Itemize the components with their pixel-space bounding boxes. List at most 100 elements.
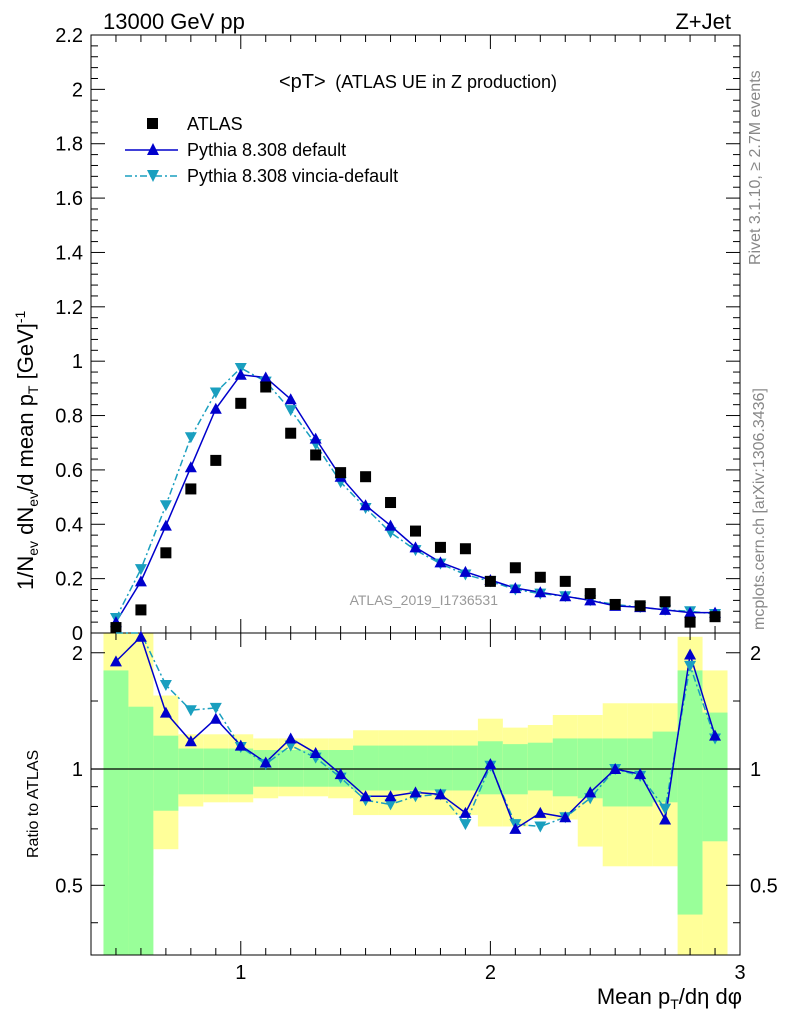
point-pythia-vincia xyxy=(234,362,247,374)
ratio-point-pythia-vincia xyxy=(209,702,222,714)
ratio-band-green-bin xyxy=(378,745,404,791)
x-tick-label: 1 xyxy=(235,962,246,984)
point-atlas xyxy=(185,483,197,495)
header-left: 13000 GeV pp xyxy=(103,9,245,34)
ratio-point-pythia-default xyxy=(109,655,122,667)
ratio-band-green-bin xyxy=(452,745,478,791)
ratio-band-green-bin xyxy=(103,670,129,955)
x-tick-label: 3 xyxy=(734,962,745,984)
ratio-band-green-bin xyxy=(527,742,553,791)
main-y-tick-label: 1 xyxy=(72,351,83,373)
ratio-point-pythia-default xyxy=(309,747,322,759)
point-pythia-default xyxy=(459,565,472,577)
point-pythia-default xyxy=(659,603,672,615)
plot-title-sub: (ATLAS UE in Z production) xyxy=(335,72,557,92)
ratio-point-pythia-vincia xyxy=(534,821,547,833)
point-atlas xyxy=(285,427,297,439)
ratio-point-pythia-vincia xyxy=(684,660,697,672)
point-pythia-vincia xyxy=(284,405,297,417)
point-pythia-vincia xyxy=(209,387,222,399)
point-atlas xyxy=(110,622,122,634)
ratio-point-pythia-default xyxy=(259,756,272,768)
point-atlas xyxy=(160,547,172,559)
ratio-point-pythia-default xyxy=(234,739,247,751)
ratio-band-green-bin xyxy=(278,750,304,787)
point-pythia-default xyxy=(409,541,422,553)
point-atlas xyxy=(210,454,222,466)
legend-label-pythia-default: Pythia 8.308 default xyxy=(187,140,346,160)
legend-label-pythia-vincia: Pythia 8.308 vincia-default xyxy=(187,166,398,186)
point-pythia-vincia xyxy=(159,500,172,512)
point-atlas xyxy=(310,449,322,461)
ratio-point-pythia-default xyxy=(584,786,597,798)
point-pythia-default xyxy=(134,575,147,587)
main-plot-panel: 0 0.2 0.4 0.6 0.8 1 1.2 1.4 1.6 1.8 2 2.2 <pT> (ATL… xyxy=(12,25,741,645)
ratio-point-pythia-default xyxy=(359,790,372,802)
ratio-band-green-bin xyxy=(178,748,204,795)
ratio-point-pythia-default xyxy=(459,806,472,818)
point-pythia-vincia xyxy=(134,564,147,576)
point-atlas xyxy=(484,575,496,587)
point-pythia-default xyxy=(559,590,572,602)
point-atlas xyxy=(709,611,721,623)
series-line-pythia-vincia xyxy=(115,367,716,619)
legend-item-pythia-vincia: Pythia 8.308 vincia-default xyxy=(125,166,398,186)
point-pythia-default xyxy=(584,594,597,606)
ratio-point-pythia-default xyxy=(434,788,447,800)
point-pythia-default xyxy=(359,499,372,511)
main-y-tick-label: 1.6 xyxy=(55,188,83,210)
main-y-tick-label: 1.4 xyxy=(55,242,83,264)
point-pythia-default xyxy=(534,586,547,598)
point-atlas xyxy=(584,588,596,600)
point-atlas xyxy=(385,497,397,509)
ratio-point-pythia-default xyxy=(134,630,147,642)
ratio-point-pythia-default xyxy=(534,806,547,818)
ratio-band-green-bin xyxy=(228,748,254,795)
ratio-point-pythia-default xyxy=(184,735,197,747)
point-atlas xyxy=(360,471,372,483)
point-pythia-default xyxy=(259,371,272,383)
point-pythia-default xyxy=(159,519,172,531)
point-atlas xyxy=(335,467,347,479)
x-axis-label: Mean pT/dη dφ xyxy=(597,984,742,1012)
point-atlas xyxy=(410,525,421,537)
ratio-point-pythia-default xyxy=(384,790,397,802)
main-y-tick-label: 1.8 xyxy=(55,134,83,156)
ratio-band-green-bin xyxy=(353,745,379,791)
ratio-y-tick-label-right: 2 xyxy=(750,643,761,665)
ratio-band-green-bin xyxy=(203,748,229,795)
ratio-point-pythia-default xyxy=(684,648,697,660)
plot-title: <pT> (ATLAS UE in Z production) xyxy=(279,71,557,93)
ratio-point-pythia-vincia xyxy=(384,799,397,811)
ratio-point-pythia-vincia xyxy=(659,803,672,815)
main-y-axis-label: 1/Nev dNev/d mean pT [GeV]-1 xyxy=(12,310,41,590)
legend-item-pythia-default: Pythia 8.308 default xyxy=(125,140,346,160)
point-atlas xyxy=(235,397,247,409)
point-pythia-default xyxy=(434,556,447,568)
x-tick-label: 2 xyxy=(485,962,496,984)
analysis-watermark: ATLAS_2019_I1736531 xyxy=(350,592,499,608)
point-atlas xyxy=(534,571,546,583)
ratio-point-pythia-default xyxy=(484,758,497,770)
legend-marker-atlas xyxy=(147,118,158,129)
ratio-y-tick-label: 2 xyxy=(72,643,83,665)
point-pythia-default xyxy=(684,606,697,618)
ratio-point-pythia-vincia xyxy=(184,705,197,717)
header-right: Z+Jet xyxy=(675,9,731,34)
point-pythia-default xyxy=(209,402,222,414)
ratio-band-green-bin xyxy=(552,738,578,797)
main-y-tick-label: 0.4 xyxy=(55,514,83,536)
ratio-band-green-bin xyxy=(427,745,453,791)
ratio-point-pythia-default xyxy=(284,732,297,744)
point-atlas xyxy=(609,598,621,610)
side-label-top: Rivet 3.1.10, ≥ 2.7M events xyxy=(747,70,764,265)
point-atlas xyxy=(434,541,446,553)
point-atlas xyxy=(459,543,471,555)
plot-title-main: <pT> xyxy=(279,71,326,93)
ratio-y-axis-label: Ratio to ATLAS xyxy=(25,750,42,858)
ratio-point-pythia-default xyxy=(559,811,572,823)
point-pythia-default xyxy=(309,432,322,444)
ratio-y-tick-label: 1 xyxy=(72,759,83,781)
point-atlas xyxy=(659,596,671,608)
